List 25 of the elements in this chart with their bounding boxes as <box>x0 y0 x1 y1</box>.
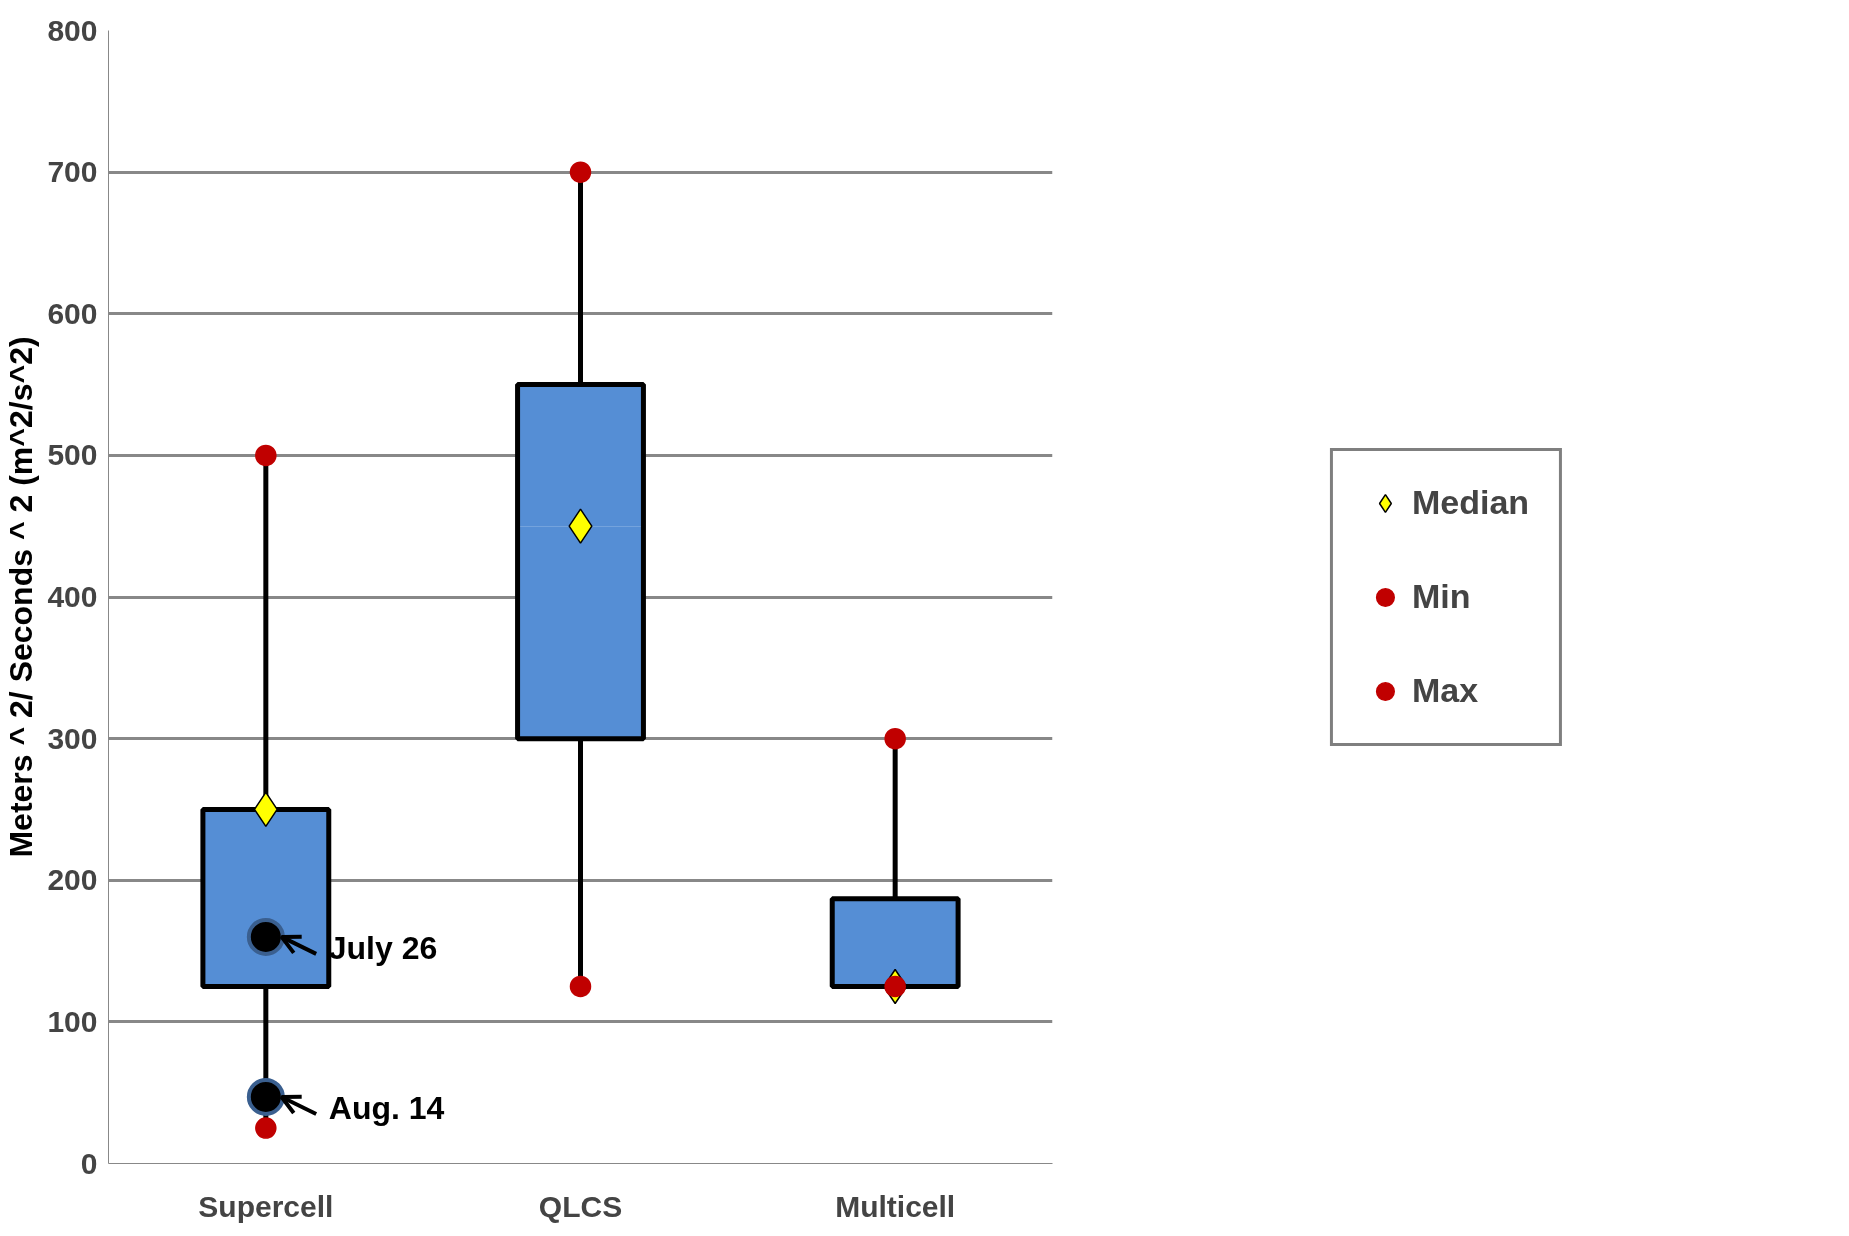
y-tick-label: 500 <box>47 438 98 472</box>
y-tick-label: 400 <box>47 580 98 613</box>
x-tick-label: QLCS <box>538 1189 623 1223</box>
y-tick-label: 100 <box>47 1004 98 1038</box>
point <box>569 975 592 998</box>
legend-label: Min <box>1411 577 1471 616</box>
y-tick-label: 0 <box>80 1146 98 1180</box>
annotation: Aug. 14 <box>328 1090 445 1127</box>
y-tick-label: 200 <box>47 863 98 897</box>
y-tick-label: 800 <box>47 13 98 47</box>
y-tick-label: 700 <box>47 155 98 189</box>
annotation: July 26 <box>328 930 438 967</box>
point <box>569 161 592 183</box>
point <box>246 917 285 956</box>
x-tick-label: Supercell <box>198 1189 334 1223</box>
y-tick-label: 300 <box>47 721 98 755</box>
legend-label: Max <box>1411 671 1479 710</box>
legend-label: Median <box>1411 483 1530 522</box>
y-tick-label: 600 <box>47 296 98 330</box>
y-axis-title: Meters ^ 2/ Seconds ^ 2 (m^2/s^2) <box>3 336 40 858</box>
x-tick-label: Multicell <box>835 1189 956 1223</box>
point <box>255 444 277 467</box>
point <box>884 975 906 998</box>
point <box>255 1117 277 1139</box>
point <box>884 727 906 750</box>
